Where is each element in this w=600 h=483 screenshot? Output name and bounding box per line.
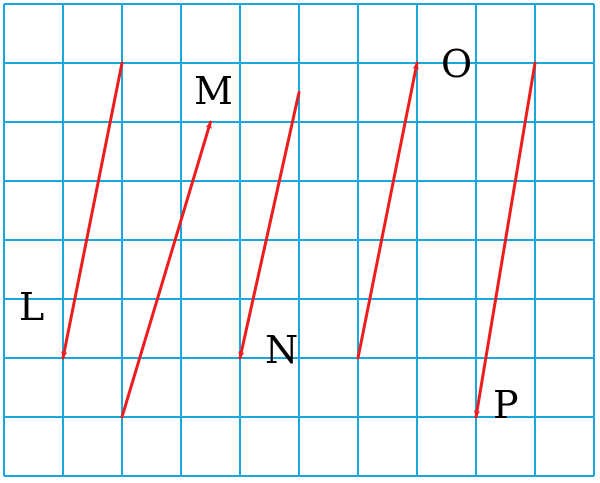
vector-arrow-m: [120, 120, 212, 419]
square-grid: [3, 3, 595, 477]
vector-label-l: L: [19, 285, 44, 329]
vector-arrow-o: [356, 61, 419, 360]
vector-arrow-n: [238, 91, 301, 360]
vector-arrow-l: [61, 61, 124, 360]
vector-label-m: M: [194, 69, 233, 113]
vectors-layer: [61, 61, 537, 419]
labels-layer: L M N O P: [19, 42, 519, 427]
vector-label-p: P: [493, 383, 519, 427]
vector-label-n: N: [265, 328, 298, 372]
vector-arrow-p: [473, 61, 537, 419]
vector-label-o: O: [441, 42, 472, 86]
